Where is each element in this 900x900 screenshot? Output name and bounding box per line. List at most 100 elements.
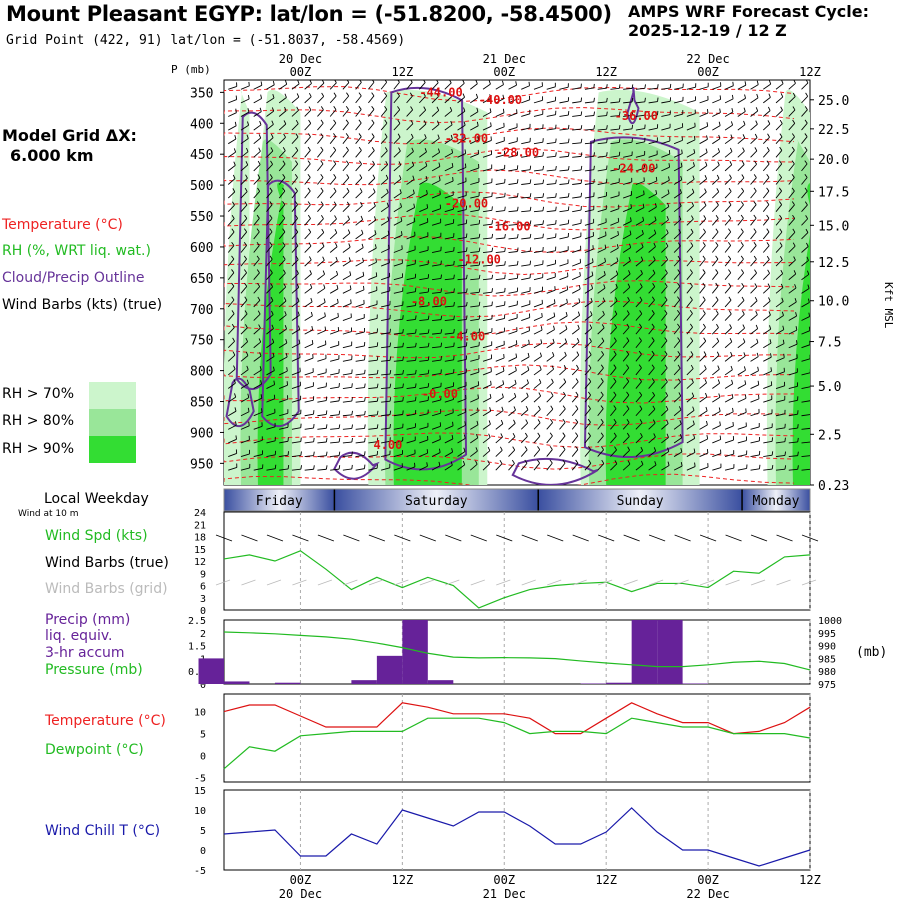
temp-label-6: -20.00 bbox=[445, 197, 488, 211]
wind-barb-flag bbox=[808, 312, 810, 317]
wind-barb-flag bbox=[678, 228, 682, 233]
wind-barb bbox=[495, 237, 505, 240]
precip-accum-label: 3-hr accum bbox=[45, 645, 125, 661]
wind-barb-flag bbox=[295, 242, 299, 247]
wind-barb bbox=[801, 302, 810, 308]
wind-barb-flag bbox=[744, 81, 747, 86]
wind-barb bbox=[750, 300, 758, 308]
wind-barb-flag bbox=[729, 337, 733, 342]
wind-barb bbox=[291, 259, 299, 267]
wind-barb-flag bbox=[564, 338, 568, 343]
wind-barb-flag bbox=[719, 421, 721, 426]
wind-barb bbox=[686, 139, 696, 145]
wind-barb bbox=[329, 302, 339, 308]
wind-barb bbox=[304, 455, 314, 458]
wind-barb bbox=[253, 453, 263, 457]
pressure-tick-4: 550 bbox=[190, 210, 213, 225]
wind-barb bbox=[291, 468, 301, 471]
wind-barb bbox=[686, 340, 694, 349]
wind-barb bbox=[788, 427, 798, 430]
wind-barb bbox=[801, 136, 808, 144]
wind-barb-flag bbox=[797, 424, 799, 429]
wind-barb-flag bbox=[295, 119, 299, 124]
precip-bar-0 bbox=[198, 658, 224, 684]
wind-barb bbox=[406, 373, 416, 376]
wind-barb bbox=[686, 438, 695, 444]
wind-barb-flag bbox=[256, 255, 260, 260]
wind-barb bbox=[291, 301, 300, 308]
wind-barb bbox=[724, 327, 732, 335]
wind-barb bbox=[597, 354, 605, 362]
wind-barb-flag bbox=[626, 364, 630, 369]
wind-barb bbox=[317, 316, 326, 321]
wind-barb bbox=[546, 408, 554, 417]
wind-barb-flag bbox=[791, 146, 795, 151]
wind-barb bbox=[419, 399, 429, 403]
wind-barb bbox=[266, 177, 273, 185]
wind-barb-flag bbox=[450, 120, 453, 125]
wind-barb bbox=[788, 468, 798, 471]
wind-barb-flag bbox=[744, 380, 747, 385]
cycle-label: AMPS WRF Forecast Cycle: bbox=[628, 2, 870, 21]
wind-barb bbox=[253, 191, 261, 199]
wind-barb-grid bbox=[394, 579, 409, 586]
wind-barb bbox=[546, 196, 556, 199]
wind-barb bbox=[597, 248, 607, 253]
wind-barb bbox=[686, 452, 696, 457]
wind-barb bbox=[724, 383, 733, 389]
wind-barb bbox=[762, 231, 770, 240]
wind-barb-flag bbox=[693, 148, 696, 154]
wind-barb-flag bbox=[575, 446, 579, 450]
wind-barb bbox=[521, 141, 531, 145]
isotherm-1 bbox=[224, 107, 795, 124]
wind-barb-flag bbox=[664, 309, 668, 314]
wind-barb-flag bbox=[767, 283, 771, 288]
wind-barb-flag bbox=[502, 367, 505, 372]
wind-barb-flag bbox=[346, 187, 350, 192]
wind-barb bbox=[470, 358, 480, 362]
wind-barb bbox=[572, 142, 582, 145]
wind-barb bbox=[661, 437, 669, 444]
wind-barb-flag bbox=[691, 201, 695, 206]
wind-barb bbox=[775, 427, 785, 430]
model-grid-value: 6.000 km bbox=[10, 146, 94, 165]
pressure-tick-10: 850 bbox=[190, 396, 213, 411]
wind-barb-flag bbox=[325, 424, 328, 429]
wind-barb bbox=[418, 82, 426, 90]
wind-barb bbox=[788, 177, 795, 185]
wind-barb-flag bbox=[638, 350, 642, 355]
wind-barb bbox=[686, 126, 696, 131]
wind-barb bbox=[699, 285, 706, 294]
wind-barb-flag bbox=[371, 105, 375, 110]
wind-barb-flag bbox=[553, 325, 555, 330]
wind-barb-flag bbox=[476, 407, 479, 412]
wind-barb bbox=[482, 264, 493, 267]
wind-barb bbox=[724, 286, 732, 294]
wind-barb-flag bbox=[792, 106, 796, 111]
wind-barb-flag bbox=[478, 261, 481, 266]
bottom-date-label-4: 22 Dec bbox=[686, 887, 729, 900]
wind-barb-flag bbox=[810, 424, 811, 428]
wind-barb bbox=[533, 210, 543, 213]
wind-barb bbox=[699, 245, 706, 253]
wind-barb-flag bbox=[311, 325, 314, 331]
cloud-outline-2 bbox=[384, 86, 468, 471]
wind-barb-flag bbox=[270, 296, 274, 301]
wind-barb bbox=[533, 155, 543, 158]
wind-barb-flag bbox=[412, 175, 415, 180]
wind-barb bbox=[342, 331, 352, 335]
wind-barb bbox=[763, 398, 772, 403]
wind-barb bbox=[381, 414, 391, 417]
wind-barb-flag bbox=[677, 337, 681, 342]
wind-10m-label: Wind at 10 m bbox=[18, 509, 79, 519]
wind-barb bbox=[482, 154, 492, 158]
wind-barb-flag bbox=[690, 351, 694, 355]
wind-barb bbox=[393, 262, 403, 267]
wind-barb-flag bbox=[500, 433, 503, 438]
wind-barb-flag bbox=[563, 391, 566, 396]
wind-barb-flag bbox=[791, 173, 795, 178]
wind-barb bbox=[635, 233, 644, 240]
wind-barb bbox=[635, 167, 645, 172]
wind-barb-flag bbox=[679, 420, 682, 425]
wind-barb-flag bbox=[529, 233, 532, 238]
